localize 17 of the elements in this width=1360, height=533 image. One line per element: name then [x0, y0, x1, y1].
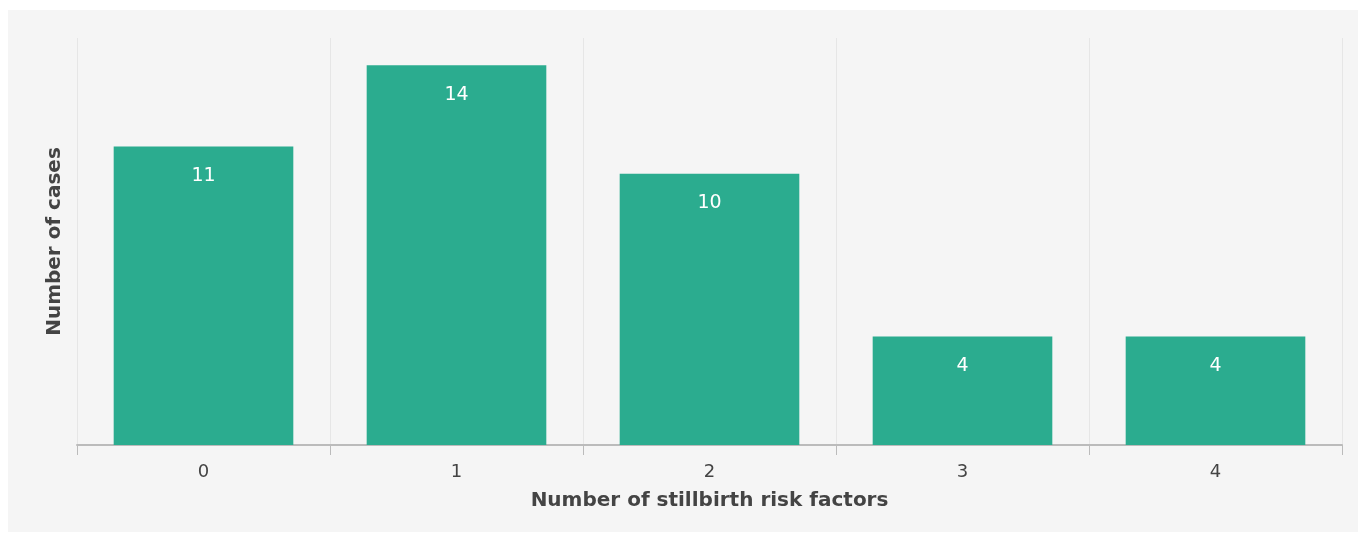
bar	[113, 146, 294, 445]
bar	[1125, 336, 1306, 445]
data-label: 14	[444, 81, 469, 104]
x-tick-label: 0	[197, 459, 210, 481]
bar	[619, 173, 800, 445]
data-label: 4	[956, 352, 969, 375]
y-axis-title: Number of cases	[41, 147, 65, 336]
x-tick-label: 1	[450, 459, 463, 481]
x-tick-label: 3	[956, 459, 969, 481]
data-label: 10	[697, 190, 722, 213]
x-axis-title: Number of stillbirth risk factors	[530, 487, 889, 511]
bar	[872, 336, 1053, 445]
x-tick-label: 2	[703, 459, 716, 481]
data-label: 4	[1209, 352, 1222, 375]
data-label: 11	[191, 163, 216, 186]
bar	[366, 65, 547, 445]
x-tick-label: 4	[1209, 459, 1222, 481]
